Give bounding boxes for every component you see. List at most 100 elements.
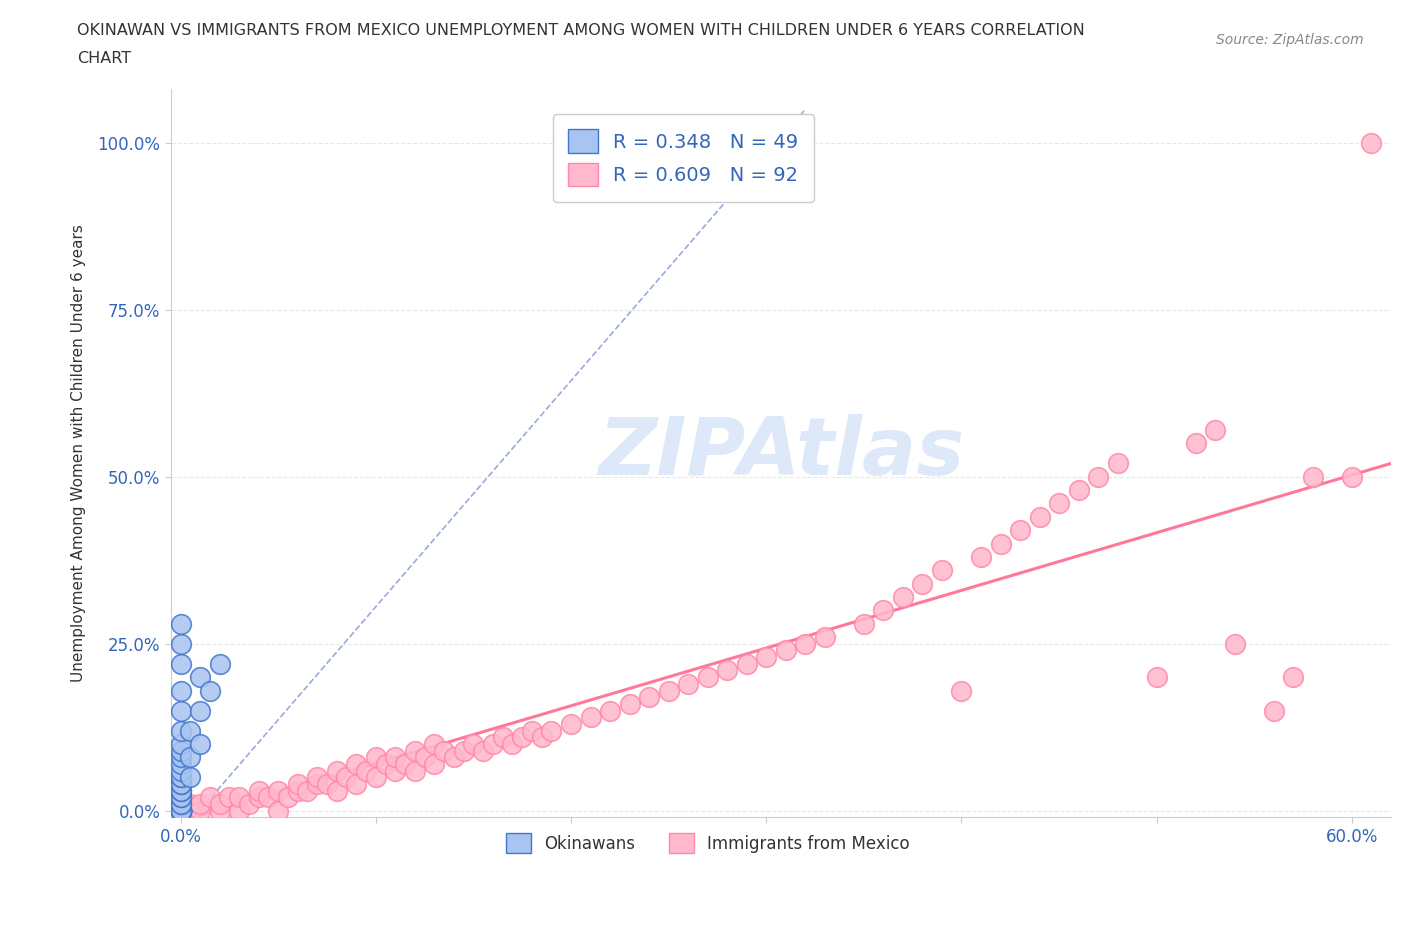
Point	[1263, 703, 1285, 718]
Point	[735, 657, 758, 671]
Point	[169, 804, 191, 818]
Point	[716, 663, 738, 678]
Point	[374, 756, 396, 771]
Point	[1067, 483, 1090, 498]
Point	[852, 617, 875, 631]
Point	[169, 804, 191, 818]
Point	[169, 657, 191, 671]
Point	[179, 750, 201, 764]
Point	[658, 683, 681, 698]
Point	[169, 804, 191, 818]
Point	[188, 797, 211, 812]
Point	[188, 737, 211, 751]
Point	[257, 790, 280, 804]
Point	[891, 590, 914, 604]
Point	[364, 750, 387, 764]
Point	[394, 756, 416, 771]
Point	[335, 770, 357, 785]
Point	[218, 790, 240, 804]
Point	[1360, 136, 1382, 151]
Point	[297, 783, 319, 798]
Point	[169, 703, 191, 718]
Point	[169, 764, 191, 778]
Point	[1087, 470, 1109, 485]
Point	[990, 536, 1012, 551]
Text: CHART: CHART	[77, 51, 131, 66]
Point	[794, 636, 817, 651]
Point	[169, 790, 191, 804]
Point	[1204, 422, 1226, 437]
Y-axis label: Unemployment Among Women with Children Under 6 years: Unemployment Among Women with Children U…	[72, 224, 86, 683]
Point	[169, 804, 191, 818]
Point	[169, 804, 191, 818]
Point	[287, 777, 309, 791]
Point	[169, 724, 191, 738]
Point	[169, 804, 191, 818]
Point	[169, 797, 191, 812]
Point	[1028, 510, 1050, 525]
Point	[179, 770, 201, 785]
Point	[384, 750, 406, 764]
Point	[540, 724, 562, 738]
Point	[619, 697, 641, 711]
Point	[453, 743, 475, 758]
Point	[208, 797, 231, 812]
Point	[208, 804, 231, 818]
Point	[307, 770, 329, 785]
Point	[169, 804, 191, 818]
Point	[404, 743, 426, 758]
Point	[188, 670, 211, 684]
Point	[247, 790, 270, 804]
Point	[188, 804, 211, 818]
Point	[169, 804, 191, 818]
Point	[169, 743, 191, 758]
Point	[188, 703, 211, 718]
Point	[316, 777, 339, 791]
Point	[169, 804, 191, 818]
Point	[169, 777, 191, 791]
Point	[404, 764, 426, 778]
Point	[1184, 436, 1206, 451]
Point	[911, 577, 934, 591]
Point	[169, 804, 191, 818]
Point	[1302, 470, 1324, 485]
Point	[676, 676, 699, 691]
Point	[364, 770, 387, 785]
Point	[169, 804, 191, 818]
Point	[169, 804, 191, 818]
Point	[950, 683, 973, 698]
Point	[1223, 636, 1246, 651]
Point	[169, 797, 191, 812]
Point	[1047, 496, 1070, 511]
Point	[198, 790, 221, 804]
Point	[307, 777, 329, 791]
Legend: Okinawans, Immigrants from Mexico: Okinawans, Immigrants from Mexico	[499, 827, 917, 860]
Point	[354, 764, 377, 778]
Point	[344, 777, 367, 791]
Point	[755, 650, 778, 665]
Text: Source: ZipAtlas.com: Source: ZipAtlas.com	[1216, 33, 1364, 46]
Point	[169, 804, 191, 818]
Point	[501, 737, 523, 751]
Point	[872, 603, 894, 618]
Point	[208, 657, 231, 671]
Point	[1146, 670, 1168, 684]
Point	[169, 770, 191, 785]
Point	[169, 804, 191, 818]
Point	[530, 730, 553, 745]
Point	[169, 783, 191, 798]
Point	[423, 737, 446, 751]
Point	[277, 790, 299, 804]
Point	[169, 804, 191, 818]
Point	[696, 670, 718, 684]
Point	[179, 797, 201, 812]
Point	[1341, 470, 1364, 485]
Point	[433, 743, 456, 758]
Point	[228, 804, 250, 818]
Point	[384, 764, 406, 778]
Point	[560, 716, 582, 731]
Point	[169, 777, 191, 791]
Point	[287, 783, 309, 798]
Point	[1107, 456, 1129, 471]
Text: ZIPAtlas: ZIPAtlas	[598, 415, 965, 492]
